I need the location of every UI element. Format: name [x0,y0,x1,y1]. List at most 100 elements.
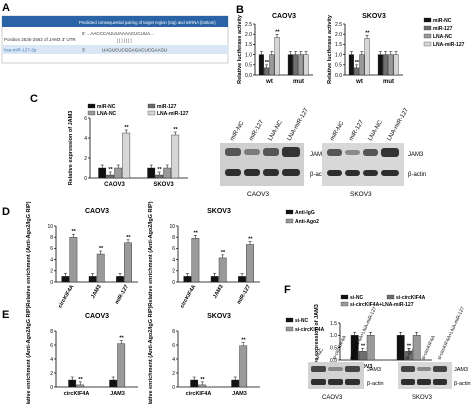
chart-title: SKOV3 [362,13,386,20]
bar [114,167,123,179]
chart-title: CAOV3 [85,313,109,320]
significance-marker: ** [407,343,412,349]
y-tick-label: 4 [172,357,175,363]
legend-entry: Anti-IgG [295,210,315,216]
blot-f-cell-skov3: SKOV3 [412,395,433,401]
bar [358,351,367,361]
bar [388,54,394,76]
y-axis-label: Relative enrichment (Anti-Ago2/IgG RIP) [148,201,154,306]
blot-f-band-label-actin-right: β-actin [454,381,471,387]
blot-c-caov3 [220,143,304,186]
category-label: circKIF4A [57,284,75,309]
legend-swatch [285,317,294,323]
legend-entry: miR-127 [157,104,177,110]
bar [88,276,97,283]
legend-entry: LNA-NC [97,111,117,117]
blot-band [225,148,241,156]
bar [393,54,399,76]
blot-band [401,379,415,385]
y-tick-label: 4 [84,136,87,142]
y-tick-label: 1.5 [335,42,342,48]
blot-c-cell-caov3: CAOV3 [247,191,269,198]
y-axis-label: Relative enrichment (Anti-Ago2/IgG RIP) [26,201,32,306]
significance-marker: ** [221,250,226,256]
bar [69,236,78,283]
significance-marker: ** [194,230,199,236]
legend-entry: miR-NC [97,104,116,110]
blot-f-skov3 [398,362,452,389]
significance-marker: ** [72,229,77,235]
bar [198,384,207,388]
panel-label-b: B [236,4,244,16]
legend-entry: si-NC [350,295,363,301]
category-label: JAM3 [212,284,225,300]
y-axis-label: Relative luciferase activity [327,14,333,84]
y-tick-label: 8 [172,235,175,241]
blot-lane-label: si-circKIF4A [420,334,437,361]
blot-band [263,148,279,156]
blot-band [328,367,343,371]
blot-c-skov3 [322,143,404,186]
bar [117,343,126,388]
panel-a-row2-label: hsa-miR-127-3p [4,48,37,53]
blot-band [327,170,342,176]
category-label: CAOV3 [104,182,125,188]
blot-band [433,366,447,372]
bar [124,242,132,283]
y-tick-label: 6 [50,246,53,252]
y-tick-label: 1.5 [330,321,337,327]
significance-marker: ** [173,127,178,133]
legend-d: Anti-IgG Anti-Ago2 [285,209,319,225]
blot-band [263,169,279,176]
chart-d-4: 0 2 4 6 8 10 Relative enrichment (Anti-Ago2/Ig… [148,201,260,309]
y-tick-label: 2.5 [245,22,252,28]
blot-band [381,170,399,176]
significance-marker: ** [361,343,366,349]
bar [412,335,421,361]
category-label: wt [265,79,273,85]
significance-marker: ** [157,167,162,173]
bar [210,276,219,283]
legend-entry: LNA-miR-127 [433,42,465,48]
panel-a-row1-seq: 5' ...AACCCAUUUAAAACUCUUA... [82,31,154,36]
bar [238,276,246,283]
bar [383,54,389,76]
bar [274,37,280,76]
y-tick-label: 0.0 [330,358,337,364]
y-tick-label: 2.0 [335,32,342,38]
panel-label-d: D [2,206,10,218]
category-label: miR-127 [114,284,130,306]
blot-band [327,149,342,156]
legend-swatch [340,294,349,300]
legend-swatch [423,41,432,47]
blot-lane-label: miR-127 [249,119,266,142]
blot-band [244,149,260,155]
panel-label-c: C [30,93,38,105]
legend-entry: LNA-miR-127 [157,111,189,117]
legend-entry: LNA-NC [433,34,453,40]
y-tick-label: 2 [172,371,175,377]
category-label: JAM3 [90,284,103,300]
y-tick-label: 8 [50,329,53,335]
legend-swatch [386,294,395,300]
blot-band [311,379,326,385]
bar [122,132,131,179]
y-tick-label: 10 [47,224,53,230]
chart-title: SKOV3 [207,313,231,320]
legend-entry: Anti-Ago2 [295,219,319,225]
y-tick-label: 4 [50,257,53,263]
category-label: SKOV3 [153,182,174,188]
significance-marker: ** [124,125,129,131]
blot-band [282,147,300,157]
category-label: circKIF4A [64,391,90,397]
blot-f-band-label-jam3-left: JAM3 [367,367,381,373]
panel-a-row2-bg [2,45,228,54]
blot-lane-label: LNA-miR-127 [387,107,411,142]
bar [190,379,199,388]
significance-marker: ** [355,60,360,66]
bar [246,244,254,283]
y-axis-label: Relative enrichment (Anti-Ago2/IgG RIP) [148,306,154,404]
y-tick-label: 0.0 [245,73,252,79]
blot-f-lanes: si-NC si-circKIF4A si-circKIF4A+LNA-miR-12… [314,306,466,361]
